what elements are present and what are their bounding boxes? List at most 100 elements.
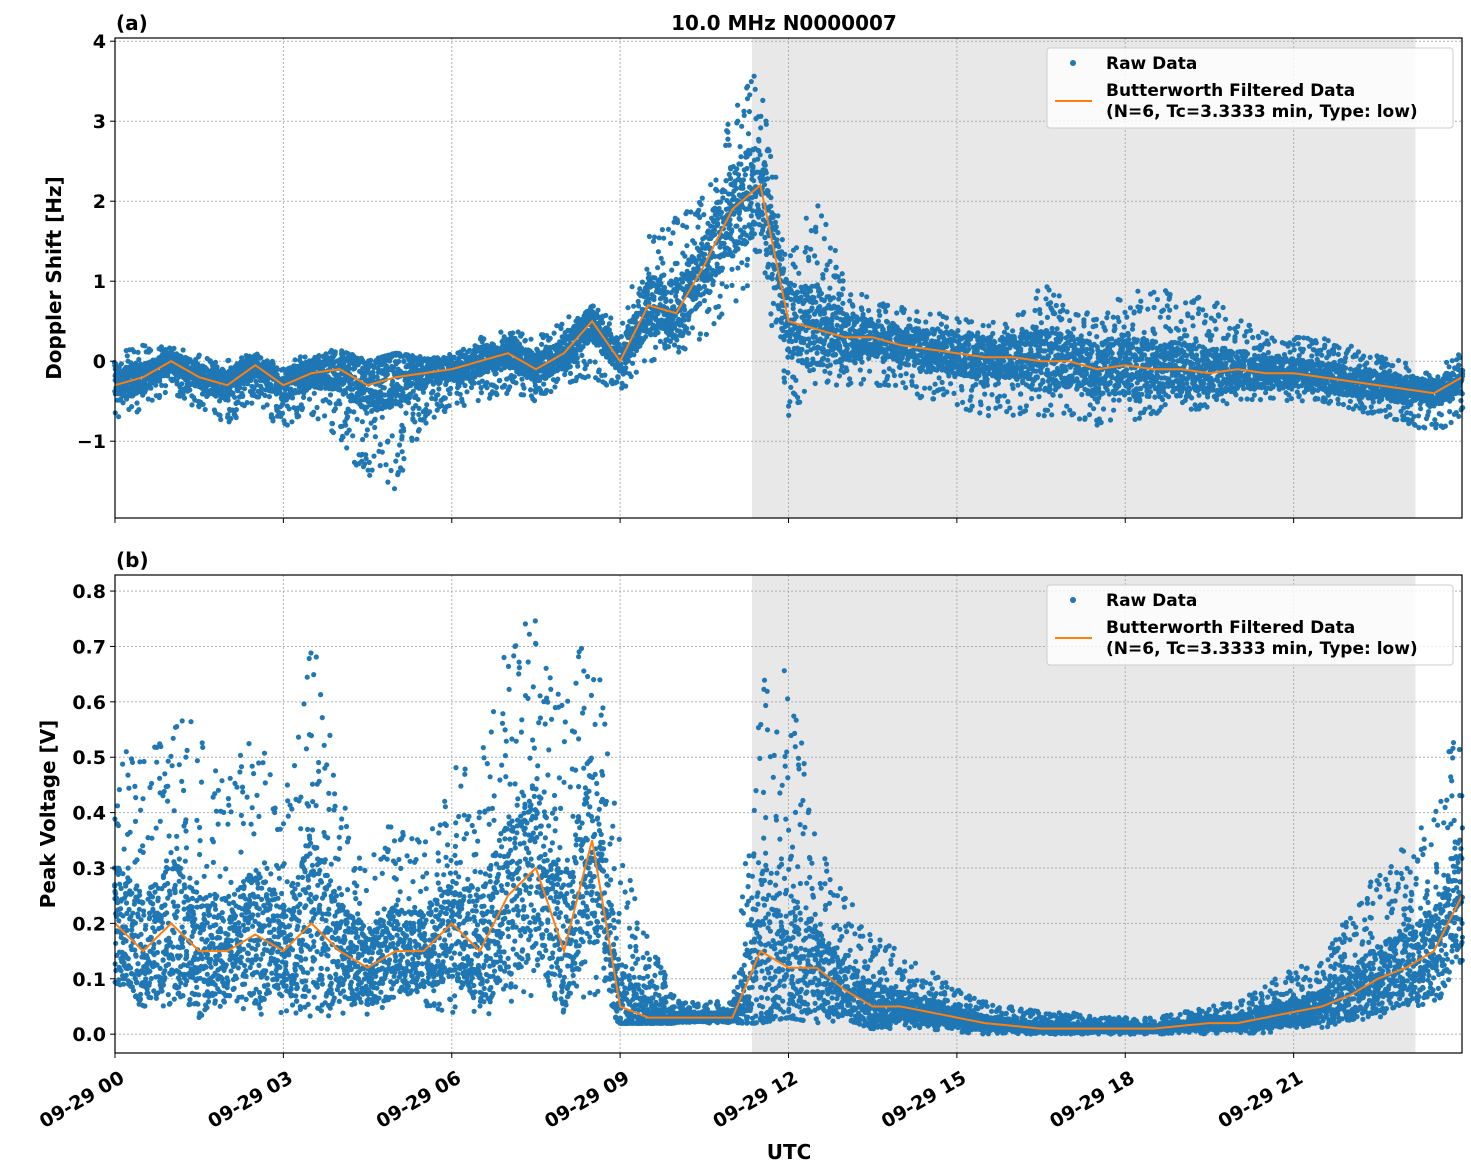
raw-data-point <box>633 369 639 375</box>
raw-data-point <box>241 386 248 392</box>
raw-data-point <box>424 402 430 408</box>
raw-data-point <box>803 215 809 221</box>
raw-data-point <box>725 121 731 127</box>
raw-data-point <box>701 298 708 304</box>
raw-data-point <box>823 267 829 273</box>
raw-data-point <box>793 245 800 251</box>
raw-data-point <box>179 381 185 387</box>
raw-data-point <box>302 354 308 360</box>
raw-data-point <box>233 407 239 413</box>
raw-data-point <box>471 380 477 386</box>
raw-data-point <box>737 216 743 222</box>
raw-data-point <box>857 367 863 373</box>
raw-data-point <box>401 456 407 462</box>
raw-data-point <box>744 165 750 172</box>
raw-data-point <box>747 92 753 98</box>
raw-data-point <box>602 372 608 378</box>
raw-data-point <box>658 280 664 286</box>
raw-data-point <box>366 459 372 465</box>
raw-data-point <box>844 346 850 352</box>
raw-data-point <box>510 330 516 336</box>
raw-data-point <box>719 311 725 317</box>
raw-data-point <box>118 361 124 367</box>
raw-data-point <box>840 286 846 292</box>
raw-data-point <box>327 400 333 406</box>
raw-data-point <box>383 462 389 468</box>
raw-data-point <box>393 458 399 464</box>
raw-data-point <box>835 340 842 346</box>
raw-data-point <box>763 170 769 176</box>
raw-data-point <box>397 442 403 448</box>
raw-data-point <box>292 357 298 363</box>
raw-data-point <box>751 73 757 79</box>
raw-data-point <box>363 432 369 438</box>
raw-data-point <box>653 344 659 350</box>
raw-data-point <box>711 321 717 327</box>
raw-data-point <box>877 312 883 318</box>
raw-data-point <box>371 453 377 459</box>
raw-data-point <box>631 303 637 309</box>
raw-data-point <box>427 409 433 415</box>
raw-data-point <box>721 240 727 246</box>
raw-data-point <box>881 369 887 375</box>
raw-data-point <box>670 230 676 236</box>
raw-data-point <box>745 83 751 89</box>
raw-data-point <box>827 245 834 251</box>
raw-data-point <box>861 376 867 382</box>
raw-data-point <box>196 352 202 358</box>
raw-data-point <box>719 265 726 271</box>
raw-data-point <box>755 156 761 162</box>
raw-data-point <box>875 318 882 324</box>
raw-data-point <box>735 118 741 124</box>
raw-data-point <box>212 359 219 365</box>
raw-data-point <box>775 230 781 236</box>
raw-data-point <box>885 302 891 308</box>
raw-data-point <box>684 224 690 230</box>
raw-data-point <box>253 378 259 384</box>
raw-data-point <box>189 402 195 408</box>
raw-data-point <box>651 356 657 363</box>
raw-data-point <box>702 251 708 257</box>
raw-data-point <box>758 125 764 131</box>
raw-data-point <box>821 236 827 242</box>
raw-data-point <box>153 382 159 388</box>
raw-data-point <box>316 354 322 360</box>
raw-data-point <box>733 185 739 191</box>
raw-data-point <box>585 373 591 379</box>
y-axis-label-a: Doppler Shift [Hz] <box>42 176 66 380</box>
raw-data-point <box>528 336 534 342</box>
raw-data-point <box>740 177 747 183</box>
raw-data-point <box>266 394 272 400</box>
raw-data-point <box>180 347 186 353</box>
raw-data-point <box>368 357 374 363</box>
raw-data-point <box>148 347 154 353</box>
raw-data-point <box>409 437 415 443</box>
raw-data-point <box>148 385 154 391</box>
raw-data-point <box>799 346 805 353</box>
raw-data-point <box>502 382 508 388</box>
raw-data-point <box>674 337 680 343</box>
raw-data-point <box>778 316 784 323</box>
raw-data-point <box>136 407 142 413</box>
raw-data-point <box>848 380 854 386</box>
raw-data-point <box>859 359 865 365</box>
raw-data-point <box>519 331 525 337</box>
raw-data-point <box>217 398 223 404</box>
raw-data-point <box>825 357 831 363</box>
raw-data-point <box>635 298 641 305</box>
raw-data-point <box>268 382 274 388</box>
raw-data-point <box>116 414 122 420</box>
raw-data-point <box>519 376 525 382</box>
raw-data-point <box>674 260 680 266</box>
raw-data-point <box>579 352 585 358</box>
raw-data-point <box>813 229 819 235</box>
raw-data-point <box>765 263 771 269</box>
raw-data-point <box>761 182 768 188</box>
raw-data-point <box>710 281 716 288</box>
panel-label-b: (b) <box>116 548 149 572</box>
raw-data-point <box>311 390 317 396</box>
raw-data-point <box>174 378 180 384</box>
raw-data-point <box>623 365 629 371</box>
raw-data-point <box>575 363 581 369</box>
x-axis-label: UTC <box>767 1140 812 1164</box>
